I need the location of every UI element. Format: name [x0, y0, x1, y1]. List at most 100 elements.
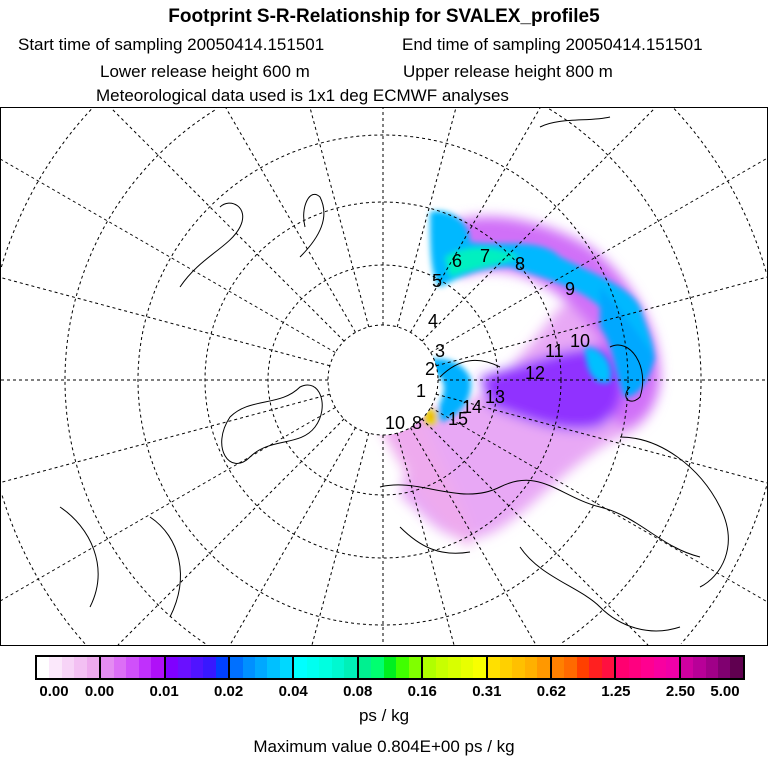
colorbar-segment: [294, 657, 359, 678]
trajectory-day-label: 1: [416, 381, 426, 401]
polar-mask: [328, 325, 438, 435]
meridian-line: [430, 157, 768, 353]
trajectory-day-label: 10: [385, 413, 405, 433]
trajectory-day-label: 12: [525, 363, 545, 383]
colorbar-swatch: [331, 657, 345, 678]
trajectory-day-label: 4: [428, 311, 438, 331]
meridian-line: [396, 107, 457, 328]
colorbar-swatch: [306, 657, 320, 678]
latitude-circle: [0, 108, 93, 268]
colorbar-swatch: [126, 657, 139, 678]
latitude-circle: [0, 492, 86, 645]
colorbar-segment: [37, 657, 102, 678]
meridian-line: [229, 427, 356, 646]
colorbar-swatch: [601, 657, 615, 678]
meridian-line: [421, 107, 656, 342]
trajectory-day-label: 9: [565, 279, 575, 299]
upper-release-height: Upper release height 800 m: [403, 62, 613, 81]
colorbar-swatch: [499, 657, 513, 678]
colorbar-swatch: [396, 657, 409, 678]
colorbar-swatch: [435, 657, 449, 678]
trajectory-day-label: 10: [570, 331, 590, 351]
latitude-circle: [327, 324, 439, 436]
start-time: Start time of sampling 20050414.151501: [18, 35, 325, 54]
graticule: [0, 107, 768, 646]
latitude-circle: [680, 486, 767, 645]
colorbar-segment: [680, 657, 743, 678]
colorbar-tick-label: 5.00: [710, 683, 740, 700]
meridian-line: [0, 277, 331, 367]
colorbar-swatch: [473, 657, 486, 678]
latitude-circle: [560, 380, 702, 645]
colorbar-swatch: [653, 657, 667, 678]
trajectory-day-label: 3: [435, 341, 445, 361]
colorbar-tick-label: 0.16: [407, 683, 437, 700]
colorbar-segment: [165, 657, 231, 678]
colorbar-swatch: [37, 657, 50, 678]
meridian-line: [0, 393, 331, 483]
colorbar-swatch: [576, 657, 590, 678]
colorbar-swatch: [666, 657, 679, 678]
latitude-circle: [64, 108, 218, 645]
colorbar-segment: [101, 657, 166, 678]
end-time: End time of sampling 20050414.151501: [402, 35, 703, 54]
trajectory-day-label: 2: [425, 359, 435, 379]
colorbar-swatch: [86, 657, 100, 678]
colorbar-swatch: [242, 657, 256, 678]
colorbar-swatch: [178, 657, 191, 678]
colorbar-swatch: [551, 657, 565, 678]
colorbar-tick-label: 0.02: [214, 683, 244, 700]
colorbar-segment: [487, 657, 552, 678]
trajectory-day-label: 8: [515, 254, 525, 274]
colorbar-swatch: [49, 657, 62, 678]
colorbar-swatch: [423, 657, 436, 678]
colorbar-swatch: [344, 657, 357, 678]
colorbar-swatch: [294, 657, 307, 678]
colorbar-swatch: [628, 657, 642, 678]
colorbar-swatch: [101, 657, 114, 678]
colorbar-swatch: [730, 657, 743, 678]
met-data: Meteorological data used is 1x1 deg ECMW…: [96, 86, 509, 105]
colorbar-tick-label: 1.25: [601, 683, 631, 700]
coastlines: [59, 116, 729, 632]
colorbar-swatch: [255, 657, 268, 678]
trajectory-day-label: 14: [462, 397, 482, 417]
meridian-line: [225, 107, 356, 333]
colorbar-segment: [616, 657, 681, 678]
colorbar-swatch: [705, 657, 718, 678]
colorbar-swatch: [487, 657, 500, 678]
trajectory-day-label: 5: [432, 271, 442, 291]
colorbar-tick-label: 0.62: [536, 683, 566, 700]
colorbar-swatch: [371, 657, 384, 678]
colorbar-swatch: [138, 657, 152, 678]
colorbar-segment: [551, 657, 617, 678]
colorbar-segment: [358, 657, 424, 678]
colorbar-swatch: [460, 657, 474, 678]
latitude-circle: [548, 108, 702, 380]
colorbar-swatch: [279, 657, 293, 678]
colorbar-swatch: [358, 657, 372, 678]
colorbar-swatch: [215, 657, 229, 678]
colorbar-swatch: [524, 657, 538, 678]
colorbar-segment: [423, 657, 488, 678]
meridian-line: [430, 407, 768, 603]
colorbar-swatch: [113, 657, 127, 678]
trajectory-day-label: 6: [452, 251, 462, 271]
trajectory-day-label: 13: [485, 387, 505, 407]
colorbar-tick-label: 0.00: [39, 683, 69, 700]
meridian-line: [421, 418, 649, 646]
trajectory-day-label: 15: [448, 409, 468, 429]
colorbar-swatch: [408, 657, 422, 678]
meridian-line: [410, 107, 541, 333]
colorbar: [35, 655, 745, 680]
colorbar-swatch: [693, 657, 706, 678]
latitude-circle: [137, 134, 629, 626]
colorbar-tick-label: 0.00: [84, 683, 115, 700]
trajectory-day-label: 11: [545, 341, 564, 361]
colorbar-unit: ps / kg: [358, 706, 410, 725]
trajectory-day-label: 7: [480, 246, 490, 266]
meridian-line: [396, 432, 455, 646]
plot-title: Footprint S-R-Relationship for SVALEX_pr…: [168, 6, 600, 27]
colorbar-swatch: [448, 657, 461, 678]
